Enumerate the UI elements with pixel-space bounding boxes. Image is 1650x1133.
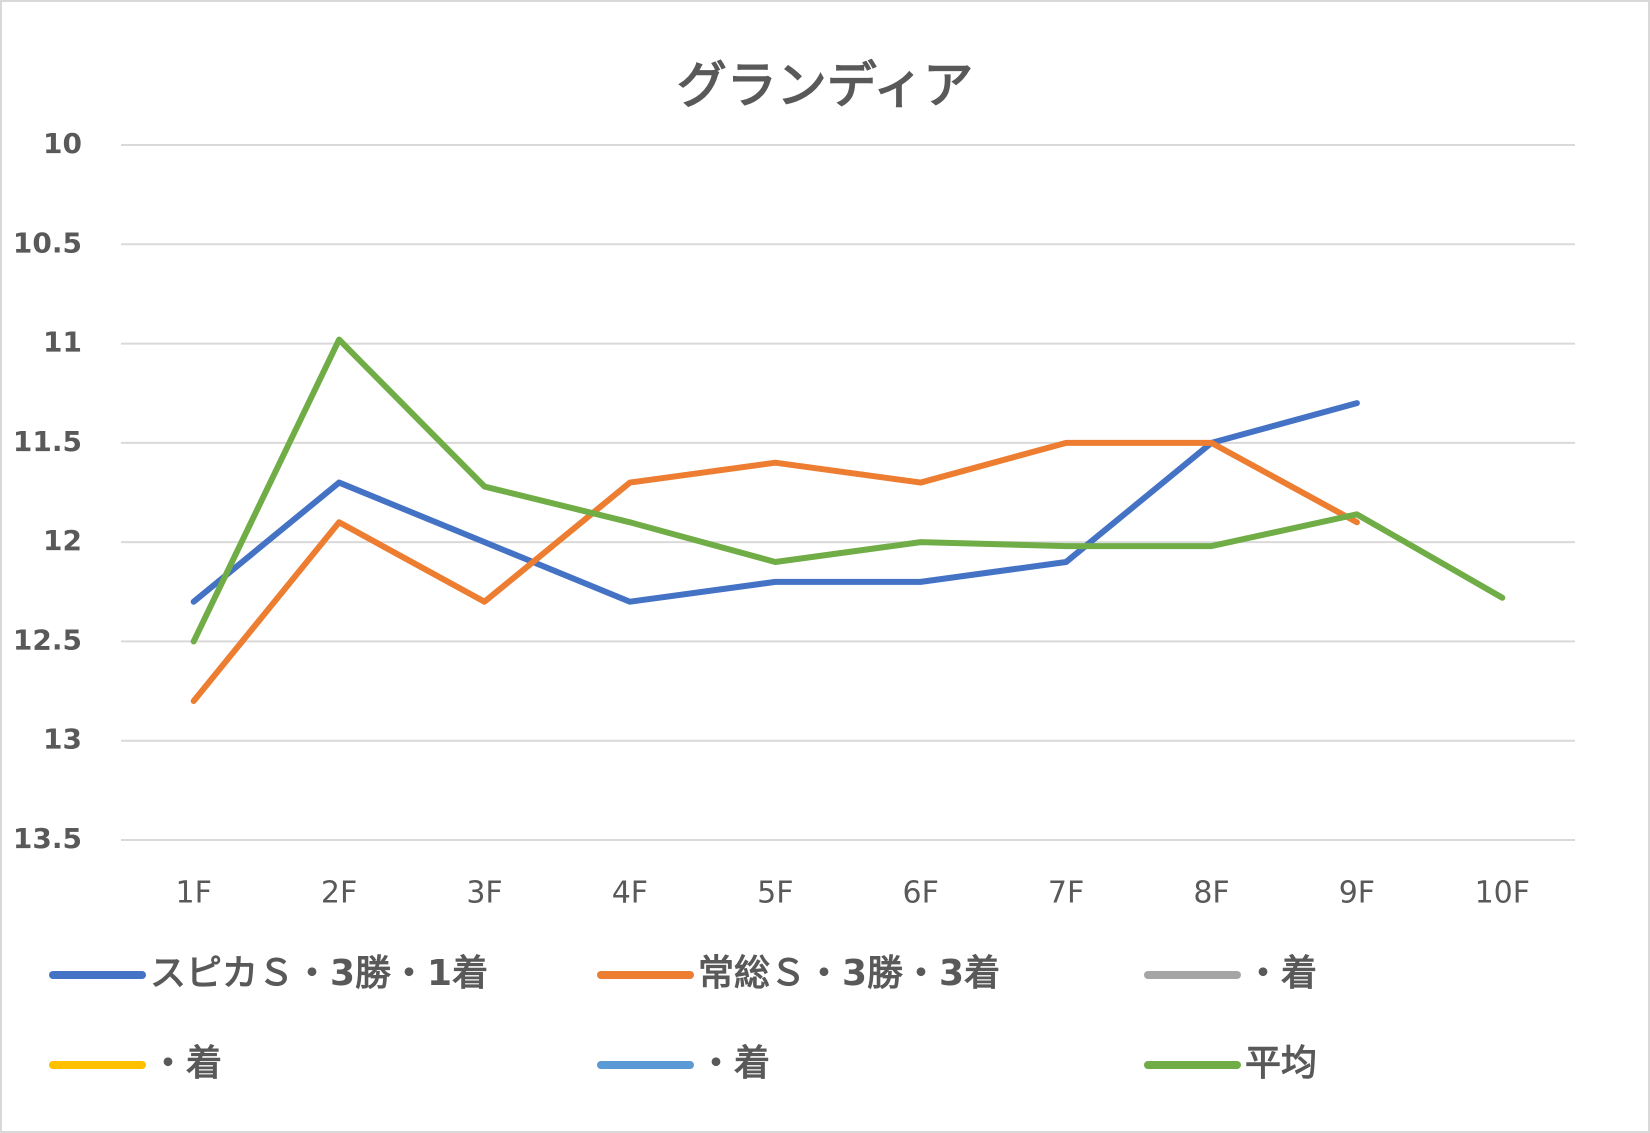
y-tick-label: 10.5 — [13, 226, 82, 259]
legend-label: ・着 — [1245, 953, 1317, 994]
legend-label: 常総Ｓ・3勝・3着 — [698, 953, 1000, 994]
legend-label: 平均 — [1245, 1043, 1317, 1084]
x-tick-label: 6F — [903, 876, 939, 911]
x-tick-label: 8F — [1193, 876, 1229, 911]
legend-label: ・着 — [698, 1043, 770, 1084]
y-tick-label: 13.5 — [13, 822, 82, 855]
series-line — [190, 400, 1360, 605]
y-tick-label: 11.5 — [13, 425, 82, 458]
legend-label: スピカＳ・3勝・1着 — [150, 953, 488, 994]
x-tick-label: 7F — [1048, 876, 1084, 911]
series-line — [190, 336, 1506, 645]
x-tick-label: 2F — [321, 876, 357, 911]
x-tick-label: 3F — [466, 876, 502, 911]
y-tick-label: 10 — [43, 127, 82, 160]
y-tick-label: 13 — [43, 723, 82, 756]
series-line — [190, 439, 1360, 704]
chart-title: グランディア — [677, 57, 974, 115]
x-tick-label: 4F — [612, 876, 648, 911]
legend-label: ・着 — [150, 1043, 222, 1084]
x-tick-label: 10F — [1475, 876, 1530, 911]
x-tick-label: 5F — [757, 876, 793, 911]
x-tick-label: 1F — [176, 876, 212, 911]
y-tick-label: 12 — [43, 524, 82, 557]
y-tick-label: 12.5 — [13, 623, 82, 656]
y-tick-label: 11 — [43, 326, 82, 359]
x-tick-label: 9F — [1339, 876, 1375, 911]
